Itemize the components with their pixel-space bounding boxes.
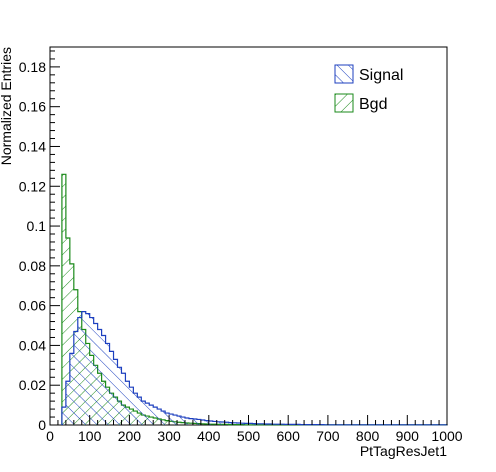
histogram-bar bbox=[137, 397, 142, 425]
histogram-bar bbox=[236, 423, 241, 425]
y-tick-label: 0.06 bbox=[19, 298, 46, 314]
x-axis-title: PtTagResJet1 bbox=[360, 443, 447, 459]
histogram-bar bbox=[161, 411, 166, 425]
histogram-bar bbox=[121, 373, 126, 425]
histogram-bar bbox=[133, 393, 138, 425]
x-tick-label: 300 bbox=[157, 428, 181, 444]
histogram-bar bbox=[188, 418, 193, 425]
histogram-bar bbox=[77, 317, 82, 425]
histogram-bar bbox=[141, 401, 146, 425]
x-tick-label: 500 bbox=[237, 428, 261, 444]
histogram-bar bbox=[61, 174, 66, 425]
histogram-outline bbox=[61, 311, 448, 426]
legend-label-bgd: Bgd bbox=[359, 96, 387, 113]
histogram-bar bbox=[113, 359, 118, 425]
histogram-bar bbox=[97, 329, 102, 425]
histogram-bar bbox=[204, 420, 209, 425]
histogram-bar bbox=[117, 367, 122, 425]
histogram-bar bbox=[192, 419, 197, 425]
x-axis: 0 100 200 300 400 500 600 700 800 900 1000 bbox=[46, 415, 463, 444]
legend: Signal Bgd bbox=[334, 64, 403, 113]
y-tick-label: 0.08 bbox=[19, 258, 46, 274]
histogram-bar bbox=[129, 387, 134, 425]
histogram-bar bbox=[145, 403, 150, 425]
histogram-bar bbox=[181, 417, 185, 425]
histogram-bar bbox=[109, 351, 114, 425]
histogram-bar bbox=[169, 414, 174, 425]
histogram-bar bbox=[224, 422, 229, 425]
signal-series bbox=[61, 311, 448, 426]
histogram-bar bbox=[212, 421, 217, 425]
histogram-bar bbox=[252, 423, 257, 425]
histogram-bar bbox=[85, 313, 90, 425]
histogram-bar bbox=[232, 422, 237, 425]
y-tick-label: 0.18 bbox=[19, 59, 46, 75]
x-tick-label: 200 bbox=[118, 428, 142, 444]
histogram-bar bbox=[208, 421, 213, 425]
y-tick-label: 0.14 bbox=[19, 138, 46, 154]
y-tick-label: 0.04 bbox=[19, 337, 46, 353]
histogram-bar bbox=[248, 423, 253, 425]
y-tick-label: 0.1 bbox=[27, 218, 47, 234]
histogram-bar bbox=[157, 409, 162, 425]
legend-swatch-signal bbox=[334, 64, 354, 84]
histogram-bar bbox=[93, 323, 98, 425]
histogram-bar bbox=[220, 422, 225, 425]
histogram-bar bbox=[89, 317, 94, 425]
y-tick-label: 0.16 bbox=[19, 99, 46, 115]
y-tick-label: 0.02 bbox=[19, 377, 46, 393]
histogram-bar bbox=[196, 419, 201, 425]
histogram-bar bbox=[125, 381, 130, 425]
histogram-bar bbox=[244, 423, 249, 425]
y-tick-label: 0.12 bbox=[19, 178, 46, 194]
x-tick-label: 900 bbox=[396, 428, 420, 444]
x-tick-label: 600 bbox=[277, 428, 301, 444]
histogram-bar bbox=[65, 381, 70, 425]
histogram-bar bbox=[69, 263, 74, 425]
x-tick-label: 700 bbox=[316, 428, 340, 444]
histogram-bar bbox=[177, 416, 182, 425]
histogram-bar bbox=[153, 407, 158, 425]
x-tick-label: 1000 bbox=[431, 428, 462, 444]
x-tick-label: 0 bbox=[46, 428, 54, 444]
histogram-bar bbox=[105, 343, 110, 425]
histogram-bar bbox=[184, 418, 189, 425]
legend-label-signal: Signal bbox=[359, 67, 403, 84]
histogram-bar bbox=[228, 422, 233, 425]
histogram-bar bbox=[216, 421, 221, 425]
histogram-bar bbox=[173, 415, 178, 425]
histogram-bar bbox=[73, 331, 78, 425]
histogram-bar bbox=[200, 420, 205, 425]
histogram-bar bbox=[69, 353, 74, 425]
histogram-bar bbox=[101, 335, 106, 425]
histogram-bar bbox=[149, 405, 154, 425]
histogram-bar bbox=[65, 237, 70, 425]
histogram-bar bbox=[240, 423, 245, 425]
x-tick-label: 100 bbox=[78, 428, 102, 444]
y-axis-title: Normalized Entries bbox=[0, 47, 14, 165]
legend-swatch-bgd bbox=[334, 93, 354, 113]
y-axis: 0 0.02 0.04 0.06 0.08 0.1 0.12 0.14 0.16 0.18 bbox=[19, 50, 60, 433]
histogram-bar bbox=[81, 311, 86, 425]
x-tick-label: 800 bbox=[356, 428, 380, 444]
x-tick-label: 400 bbox=[197, 428, 221, 444]
histogram-bar bbox=[165, 413, 170, 425]
y-tick-label: 0 bbox=[38, 417, 46, 433]
histogram-bar bbox=[61, 407, 66, 425]
